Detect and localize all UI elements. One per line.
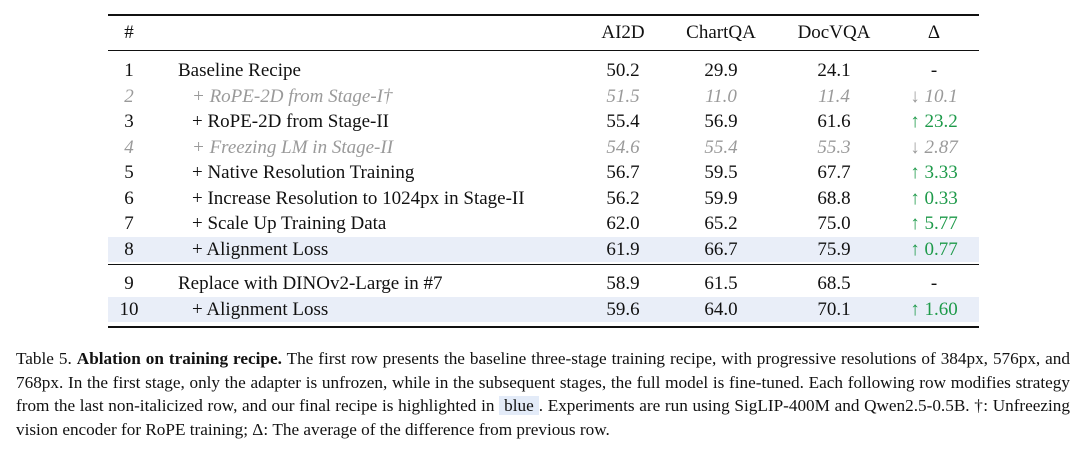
row-recipe: + RoPE-2D from Stage-I† xyxy=(192,85,393,107)
caption-body-end: . Experiments are run using SigLIP-400M … xyxy=(16,396,1070,439)
row-chartqa: 59.9 xyxy=(704,187,738,209)
row-docvqa: 61.6 xyxy=(817,111,851,132)
row-ai2d: 59.6 xyxy=(606,298,640,320)
caption-blue-highlight: blue xyxy=(499,396,539,415)
row-ai2d: 56.7 xyxy=(606,162,640,183)
row-docvqa: 11.4 xyxy=(818,85,850,107)
row-delta: ↑ 23.2 xyxy=(910,111,958,132)
table-row: 2 + RoPE-2D from Stage-I† 51.5 11.0 11.4 ↓ 10… xyxy=(108,84,979,109)
header-ai2d: AI2D xyxy=(601,22,645,43)
header-num: # xyxy=(124,22,134,43)
row-ai2d: 62.0 xyxy=(606,213,640,234)
table-row: 6 + Increase Resolution to 1024px in Stag… xyxy=(108,186,979,211)
row-docvqa: 68.5 xyxy=(817,273,851,294)
row-recipe: + Increase Resolution to 1024px in Stage… xyxy=(192,187,525,209)
row-recipe: Replace with DINOv2-Large in #7 xyxy=(178,273,443,294)
row-ai2d: 58.9 xyxy=(606,273,640,294)
row-docvqa: 70.1 xyxy=(817,298,851,320)
row-chartqa: 65.2 xyxy=(704,213,738,234)
row-recipe: Baseline Recipe xyxy=(178,60,301,81)
table-row: 7 + Scale Up Training Data 62.0 65.2 75.0 ↑ 5… xyxy=(108,211,979,236)
row-delta: - xyxy=(930,273,938,294)
bottom-rule xyxy=(108,326,979,328)
row-ai2d: 50.2 xyxy=(606,60,640,81)
row-docvqa: 67.7 xyxy=(817,162,851,183)
row-docvqa: 24.1 xyxy=(817,60,851,81)
row-num: 2 xyxy=(124,85,134,107)
header-rule xyxy=(108,50,979,51)
row-num: 6 xyxy=(124,187,134,209)
row-chartqa: 55.4 xyxy=(704,136,738,158)
table-row: 8 + Alignment Loss 61.9 66.7 75.9 ↑ 0.77 xyxy=(108,236,979,262)
row-recipe: + RoPE-2D from Stage-II xyxy=(192,111,389,132)
header-docvqa: DocVQA xyxy=(797,22,871,43)
row-chartqa: 64.0 xyxy=(704,298,738,320)
top-rule xyxy=(108,14,979,16)
row-ai2d: 55.4 xyxy=(606,111,640,132)
row-recipe: + Freezing LM in Stage-II xyxy=(192,136,394,158)
row-recipe: + Native Resolution Training xyxy=(192,162,415,183)
row-recipe: + Alignment Loss xyxy=(192,298,329,320)
row-ai2d: 61.9 xyxy=(606,238,640,260)
row-delta: ↑ 1.60 xyxy=(910,298,958,320)
row-chartqa: 59.5 xyxy=(704,162,738,183)
caption-label: Table 5. xyxy=(16,349,72,368)
row-chartqa: 61.5 xyxy=(704,273,738,294)
row-chartqa: 29.9 xyxy=(704,60,738,81)
row-num: 8 xyxy=(124,238,134,260)
row-ai2d: 51.5 xyxy=(606,85,640,107)
row-delta: - xyxy=(930,60,938,81)
table-row: 10 + Alignment Loss 59.6 64.0 70.1 ↑ 1.60 xyxy=(108,296,979,322)
row-num: 4 xyxy=(124,136,134,158)
header-row: # AI2D ChartQA DocVQA Δ xyxy=(108,20,979,45)
row-delta: ↓ 2.87 xyxy=(910,136,958,158)
row-num: 9 xyxy=(124,273,134,294)
row-num: 5 xyxy=(124,162,134,183)
row-recipe: + Scale Up Training Data xyxy=(192,213,387,234)
table-row: 1 Baseline Recipe 50.2 29.9 24.1 - xyxy=(108,58,979,83)
table-row: 9 Replace with DINOv2-Large in #7 58.9 61.5… xyxy=(108,271,979,296)
table-row: 5 + Native Resolution Training 56.7 59.5 67.… xyxy=(108,160,979,185)
row-delta: ↑ 5.77 xyxy=(910,213,958,234)
group-separator-rule xyxy=(108,264,979,265)
row-num: 7 xyxy=(124,213,134,234)
row-chartqa: 11.0 xyxy=(705,85,737,107)
caption-body: The first row presents the baseline thre… xyxy=(16,349,1070,415)
row-docvqa: 68.8 xyxy=(817,187,851,209)
header-delta: Δ xyxy=(927,22,941,43)
row-docvqa: 75.0 xyxy=(817,213,851,234)
row-delta: ↑ 3.33 xyxy=(910,162,958,183)
row-docvqa: 55.3 xyxy=(817,136,851,158)
row-delta: ↑ 0.77 xyxy=(910,238,958,260)
table-caption: Table 5. Ablation on training recipe. Th… xyxy=(16,347,1070,441)
header-chartqa: ChartQA xyxy=(686,22,756,43)
table-row: 4 + Freezing LM in Stage-II 54.6 55.4 55.3 ↓ … xyxy=(108,135,979,160)
row-recipe: + Alignment Loss xyxy=(192,238,329,260)
table-row: 3 + RoPE-2D from Stage-II 55.4 56.9 61.6 ↑ 23… xyxy=(108,109,979,134)
row-chartqa: 66.7 xyxy=(704,238,738,260)
row-ai2d: 54.6 xyxy=(606,136,640,158)
row-num: 3 xyxy=(124,111,134,132)
row-chartqa: 56.9 xyxy=(704,111,738,132)
caption-title: Ablation on training recipe. xyxy=(76,349,282,368)
row-delta: ↓ 10.1 xyxy=(910,85,958,107)
row-ai2d: 56.2 xyxy=(606,187,640,209)
row-num: 10 xyxy=(119,298,139,320)
row-docvqa: 75.9 xyxy=(817,238,851,260)
row-delta: ↑ 0.33 xyxy=(910,187,958,209)
row-num: 1 xyxy=(124,60,134,81)
